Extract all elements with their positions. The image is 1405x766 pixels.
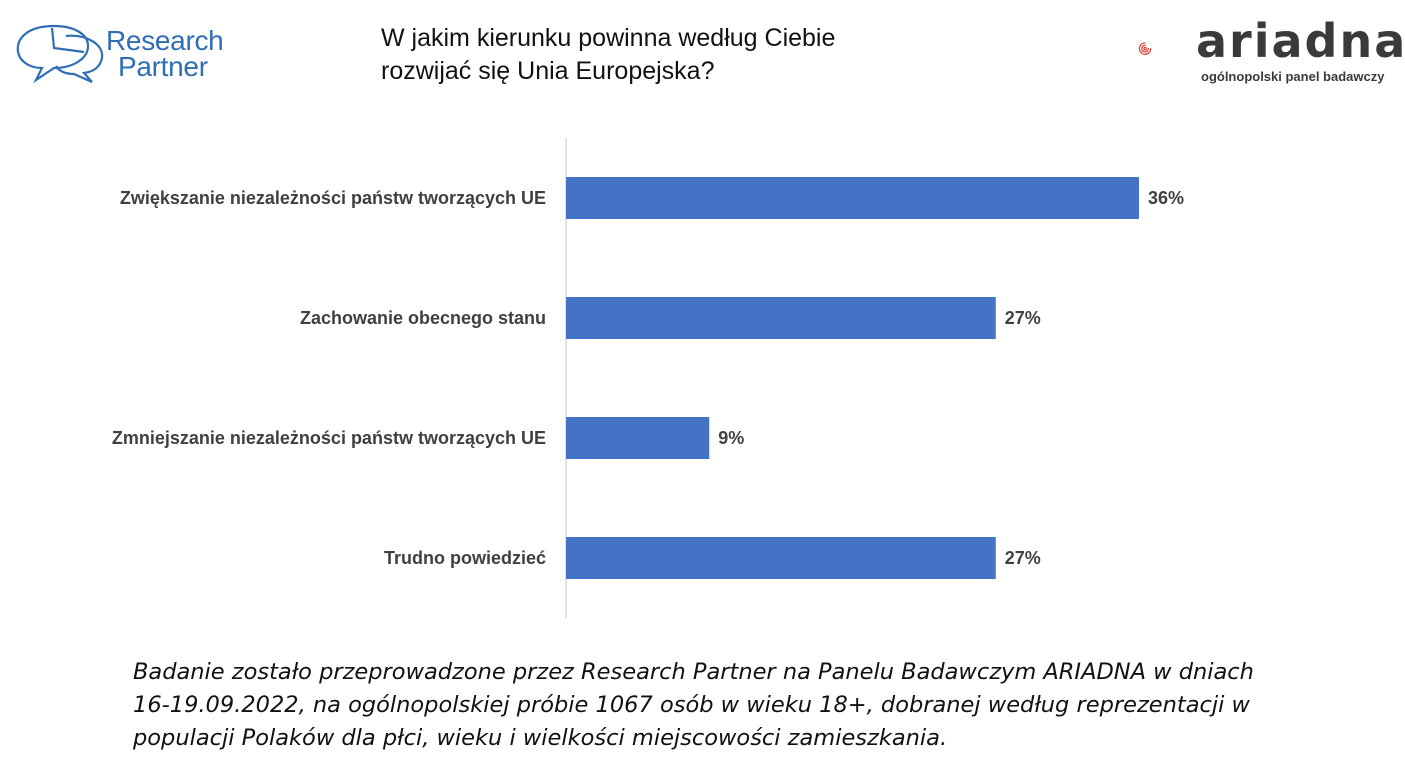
bar-value-label: 27% xyxy=(1005,548,1041,568)
category-label: Zmniejszanie niezależności państw tworzą… xyxy=(112,428,546,448)
title-line-1: W jakim kierunku powinna według Ciebie xyxy=(381,24,836,52)
ariadna-logo-word: ariadna xyxy=(1196,14,1405,68)
bar-chart: Zwiększanie niezależności państw tworząc… xyxy=(112,138,1184,618)
ariadna-spiral-icon xyxy=(1138,42,1152,55)
category-label: Zwiększanie niezależności państw tworząc… xyxy=(120,188,546,208)
category-label: Zachowanie obecnego stanu xyxy=(300,308,546,328)
bar xyxy=(566,177,1139,219)
title-line-2: rozwijać się Unia Europejska? xyxy=(381,57,715,85)
research-partner-logo: Research Partner xyxy=(106,25,224,82)
footnote-line-2: 16-19.09.2022, na ogólnopolskiej próbie … xyxy=(133,692,1250,718)
research-partner-logo-icon xyxy=(16,24,104,84)
bar xyxy=(566,297,996,339)
footnote-line-1: Badanie zostało przeprowadzone przez Res… xyxy=(133,659,1254,685)
footnote-line-3: populacji Polaków dla płci, wieku i wiel… xyxy=(133,725,948,751)
bar-value-label: 9% xyxy=(718,428,744,448)
category-label: Trudno powiedzieć xyxy=(384,548,546,568)
bar-value-label: 27% xyxy=(1005,308,1041,328)
bar xyxy=(566,537,996,579)
bar-value-label: 36% xyxy=(1148,188,1184,208)
bar xyxy=(566,417,710,459)
logo-research-text: Research xyxy=(106,25,224,56)
chart-title: W jakim kierunku powinna według Ciebie r… xyxy=(381,22,941,88)
methodology-footnote: Badanie zostało przeprowadzone przez Res… xyxy=(133,656,1283,755)
ariadna-logo-tagline: ogólnopolski panel badawczy xyxy=(1201,69,1385,84)
logo-partner-text: Partner xyxy=(118,51,208,82)
